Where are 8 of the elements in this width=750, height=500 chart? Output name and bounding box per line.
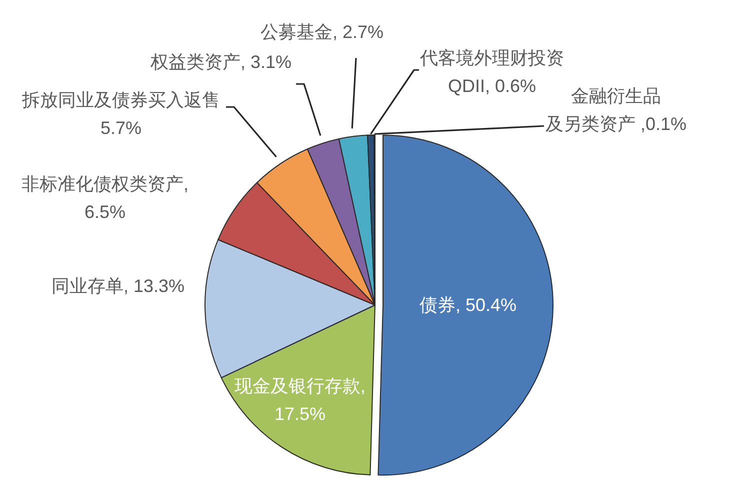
slice-label: 非标准化债权类资产, 6.5% bbox=[21, 174, 189, 222]
slice-label: 同业存单, 13.3% bbox=[51, 276, 185, 296]
slice-label: 权益类资产, 3.1% bbox=[149, 52, 292, 72]
slice-label: 债券, 50.4% bbox=[419, 295, 517, 315]
slice-label: 现金及银行存款, 17.5% bbox=[234, 376, 366, 424]
data-label: 5.7% bbox=[100, 118, 142, 138]
slice-label: 公募基金, 2.7% bbox=[260, 22, 384, 42]
slice-label: 拆放同业及债券买入返售 bbox=[21, 90, 220, 110]
